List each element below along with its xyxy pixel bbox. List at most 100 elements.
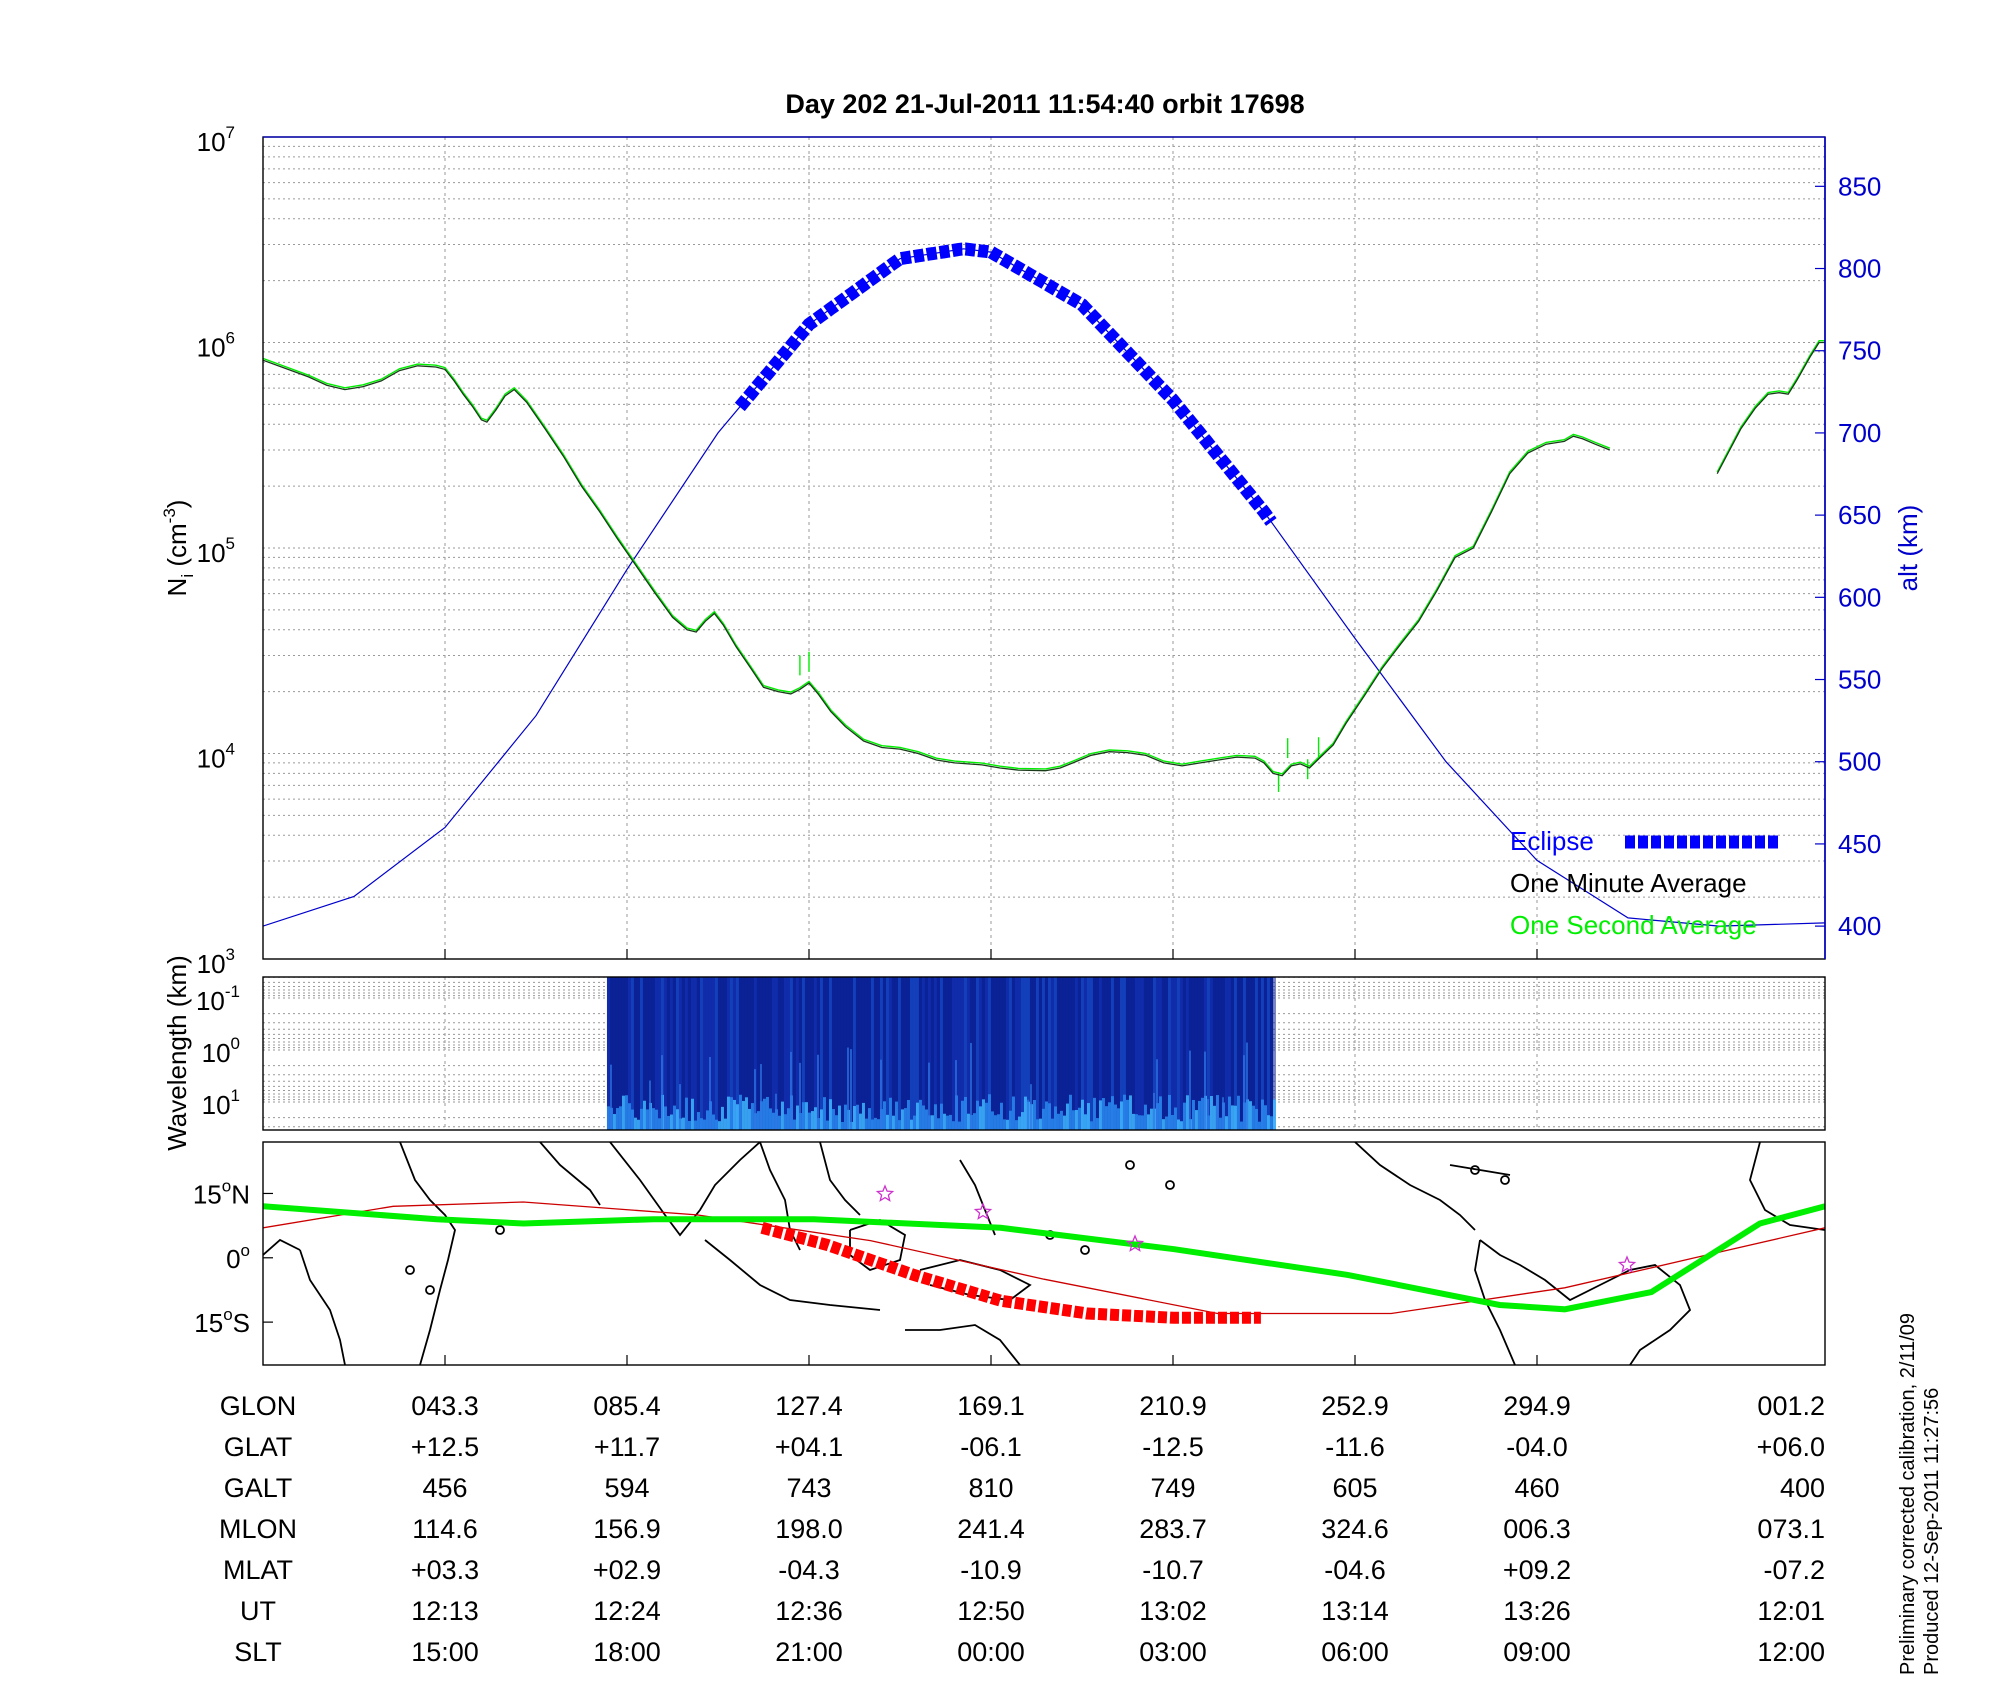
spectrogram-longwave-band [870, 1119, 874, 1130]
spectrogram-longwave-band [897, 1120, 901, 1130]
spectrogram-column [756, 977, 760, 1130]
spectrogram-longwave-band [858, 1113, 862, 1130]
spectrogram-longwave-band [1104, 1106, 1108, 1130]
map-lat-degree: o [222, 1176, 231, 1195]
spectrogram-column [1092, 977, 1096, 1130]
spectrogram-column [1023, 977, 1027, 1130]
spectrogram-column [729, 977, 733, 1130]
spectrogram-longwave-band [1080, 1099, 1084, 1130]
spectrogram-column [1260, 977, 1264, 1130]
eclipse-curve [734, 242, 1277, 526]
spectrogram-longwave-band [837, 1105, 841, 1130]
spectrogram-column [858, 977, 862, 1130]
spectrogram-longwave-band [1101, 1098, 1105, 1130]
altitude-curve [263, 248, 1825, 927]
table-cell: -07.2 [1763, 1555, 1825, 1585]
spectrogram-column [1221, 977, 1225, 1130]
spectrogram-column [1266, 977, 1270, 1130]
spectrogram-column [1005, 977, 1009, 1130]
spectrogram-column [1101, 977, 1105, 1130]
spectrogram-longwave-band [1209, 1096, 1213, 1130]
spectrogram-longwave-band [1110, 1096, 1114, 1130]
spectrogram-longwave-band [771, 1112, 775, 1130]
table-cell: 06:00 [1321, 1637, 1389, 1667]
spectrogram-longwave-band [1230, 1105, 1234, 1130]
table-cell: 13:02 [1139, 1596, 1207, 1626]
spectrogram-longwave-band [726, 1096, 730, 1130]
density-series [263, 242, 1825, 927]
spectrogram-longwave-band [777, 1115, 781, 1130]
spectrogram-column [807, 977, 811, 1130]
spectrogram-column [966, 977, 970, 1130]
spectrogram-column [939, 977, 943, 1130]
spectrogram-column [810, 977, 814, 1130]
spectrogram-longwave-band [855, 1104, 859, 1130]
spectrogram-column [1038, 977, 1042, 1130]
spectrogram-longwave-band [1179, 1121, 1183, 1130]
spectrogram-column [723, 977, 727, 1130]
spectrogram-streak [789, 1051, 792, 1130]
spectrogram-column [903, 977, 907, 1130]
spectrogram-longwave-band [1035, 1119, 1039, 1130]
spectrogram-column [930, 977, 934, 1130]
spectrogram-longwave-band [1011, 1096, 1015, 1130]
spectrogram-longwave-band [723, 1118, 727, 1130]
spectrogram-column [1032, 977, 1036, 1130]
spectrogram-longwave-band [672, 1105, 676, 1130]
spectrogram-column [690, 977, 694, 1130]
spectrogram-column [696, 977, 700, 1130]
spectrogram-column [753, 977, 757, 1130]
table-cell: 00:00 [957, 1637, 1025, 1667]
spectrogram-longwave-band [804, 1102, 808, 1130]
spectrogram-longwave-band [1257, 1121, 1261, 1130]
spectrogram-longwave-band [1014, 1120, 1018, 1130]
spectrogram-column [1098, 977, 1102, 1130]
spectrogram-longwave-band [1194, 1110, 1198, 1130]
spectrogram-longwave-band [987, 1094, 991, 1130]
footnote-line2: Produced 12-Sep-2011 11:27:56 [1921, 1388, 1943, 1675]
spectrogram-longwave-band [1098, 1100, 1102, 1130]
spectrogram-longwave-band [675, 1109, 679, 1130]
spectrogram-column [1044, 977, 1048, 1130]
table-cell: 12:01 [1757, 1596, 1825, 1626]
spectrogram-longwave-band [687, 1120, 691, 1130]
spectrogram-column [1020, 977, 1024, 1130]
table-cell: 400 [1780, 1473, 1825, 1503]
dip-equator-line [263, 1201, 1825, 1315]
island [1500, 1175, 1510, 1185]
spectrogram-longwave-band [1071, 1110, 1075, 1130]
altitude-tick-label: 500 [1838, 747, 1881, 777]
map-tracks [263, 1184, 1825, 1324]
table-cell: 12:13 [411, 1596, 479, 1626]
legend-second-label: One Second Average [1510, 910, 1757, 940]
spectrogram-longwave-band [909, 1119, 913, 1130]
spectrogram-column [726, 977, 730, 1130]
spectrogram-column [621, 977, 625, 1130]
spectrogram-longwave-band [1077, 1107, 1081, 1130]
spectrogram-column [888, 977, 892, 1130]
spectrogram-axes-box [262, 976, 1826, 1131]
legend-eclipse-label: Eclipse [1510, 826, 1594, 856]
spectrogram-column [1122, 977, 1126, 1130]
spectrogram-column [1011, 977, 1015, 1130]
spectrogram-column [1257, 977, 1261, 1130]
spectrogram-column [909, 977, 913, 1130]
spectrogram-longwave-band [852, 1106, 856, 1130]
spectrogram-streak [846, 1047, 849, 1130]
table-cell: 283.7 [1139, 1514, 1207, 1544]
density-tick-base: 10 [197, 538, 226, 568]
spectrogram-tick-exponent: -1 [225, 982, 240, 1001]
spectrogram-streak [798, 1062, 801, 1130]
spectrogram-column [936, 977, 940, 1130]
altitude-tick-label: 600 [1838, 582, 1881, 612]
spectrogram-longwave-band [963, 1096, 967, 1130]
density-tick-exponent: 5 [226, 534, 235, 553]
spectrogram-longwave-band [615, 1108, 619, 1130]
table-cell: 605 [1332, 1473, 1377, 1503]
spectrogram-column [1056, 977, 1060, 1130]
spectrogram-column [771, 977, 775, 1130]
spectrogram-longwave-band [966, 1113, 970, 1130]
table-cell: +04.1 [775, 1432, 843, 1462]
spectrogram-longwave-band [972, 1113, 976, 1130]
density-tick-base: 10 [197, 127, 226, 157]
